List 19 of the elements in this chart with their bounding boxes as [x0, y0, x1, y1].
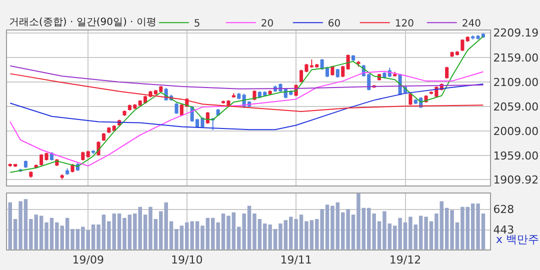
y-tick-label: 2059.00	[493, 100, 539, 114]
y-tick-label: 2009.00	[493, 124, 539, 138]
legend-label: 240	[462, 18, 481, 30]
y-tick-label: 2109.00	[493, 76, 539, 89]
legend-label: 60	[328, 18, 341, 30]
x-tick-label: 19/11	[280, 254, 312, 267]
x-tick-label: 19/09	[72, 254, 104, 267]
y-tick-label: 628	[493, 203, 514, 216]
y-axis-title: x 백만주	[496, 233, 540, 246]
x-tick-label: 19/12	[389, 254, 422, 267]
legend-label: 120	[394, 18, 414, 30]
legend-label: 20	[260, 18, 274, 30]
chart-title: 거래소(종합) · 일간(90일) · 이평	[9, 17, 156, 28]
y-tick-label: 2159.00	[493, 51, 539, 64]
legend-label: 5	[194, 18, 200, 30]
x-tick-label: 19/10	[171, 254, 203, 267]
y-tick-label: 1909.92	[493, 174, 539, 187]
y-tick-label: 1959.00	[493, 149, 539, 162]
y-tick-label: 2209.19	[493, 26, 539, 40]
